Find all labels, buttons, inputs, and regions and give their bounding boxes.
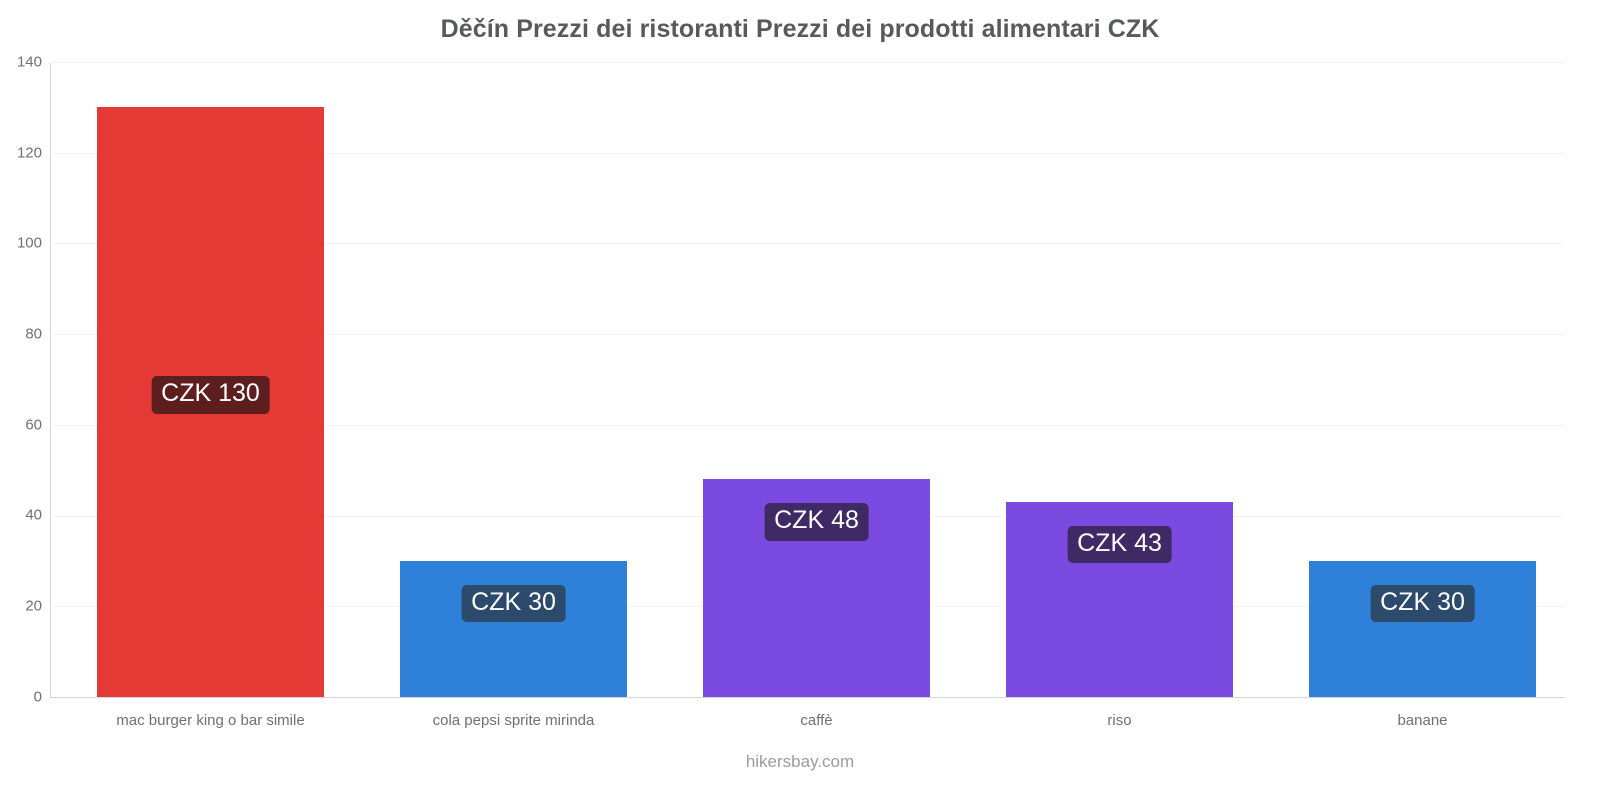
x-axis-tick-riso: riso bbox=[1107, 712, 1132, 729]
bar-riso[interactable]: CZK 43 bbox=[1006, 501, 1233, 697]
gridline bbox=[50, 152, 1565, 154]
watermark: hikersbay.com bbox=[745, 752, 855, 771]
x-axis-tick-cola-pepsi-sprite-mirinda: cola pepsi sprite mirinda bbox=[432, 712, 595, 729]
gridline bbox=[50, 243, 1565, 245]
x-axis-tick-mac-burger-king-o-bar-simile: mac burger king o bar simile bbox=[116, 712, 305, 729]
bar-value-label: CZK 30 bbox=[461, 584, 566, 623]
x-axis-tick-banane: banane bbox=[1397, 712, 1448, 729]
y-axis-tick: 20 bbox=[25, 597, 42, 615]
y-axis-tick: 60 bbox=[25, 416, 42, 434]
bar-banane[interactable]: CZK 30 bbox=[1309, 560, 1536, 697]
bar-value-label: CZK 43 bbox=[1067, 525, 1172, 564]
y-axis-tick: 80 bbox=[25, 325, 42, 343]
chart-title: Děčín Prezzi dei ristoranti Prezzi dei p… bbox=[440, 15, 1160, 43]
bar-caffe[interactable]: CZK 48 bbox=[703, 479, 930, 697]
x-axis-tick-caffe: caffè bbox=[800, 712, 833, 729]
y-axis-line bbox=[50, 62, 51, 697]
plot-area: CZK 130 CZK 30 CZK 48 CZK 43 CZK 30 bbox=[50, 62, 1565, 697]
x-axis-line bbox=[50, 697, 1565, 698]
y-axis-tick: 120 bbox=[16, 144, 42, 162]
bar-mac-burger-king-o-bar-simile[interactable]: CZK 130 bbox=[97, 107, 324, 697]
gridline bbox=[50, 62, 1565, 63]
bar-value-label: CZK 48 bbox=[764, 503, 869, 541]
bar-cola-pepsi-sprite-mirinda[interactable]: CZK 30 bbox=[400, 560, 627, 697]
y-axis-tick: 0 bbox=[33, 688, 42, 706]
gridline bbox=[50, 334, 1565, 336]
bar-value-label: CZK 130 bbox=[151, 376, 270, 414]
bar-value-label: CZK 30 bbox=[1370, 584, 1475, 623]
gridline bbox=[50, 424, 1565, 426]
y-axis-tick: 140 bbox=[16, 53, 42, 71]
y-axis-tick: 100 bbox=[16, 234, 42, 252]
y-axis-tick: 40 bbox=[25, 506, 42, 524]
